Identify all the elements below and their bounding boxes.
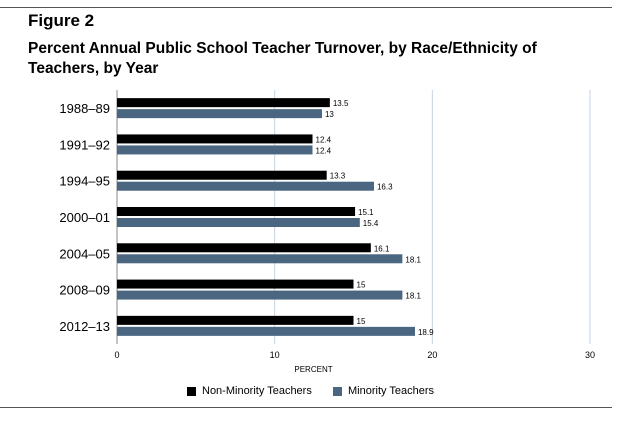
data-label-series0-4: 16.1 — [374, 244, 390, 253]
bar-series1-5 — [117, 290, 403, 300]
figure-label: Figure 2 — [28, 11, 95, 30]
data-label-series1-4: 18.1 — [405, 255, 421, 264]
data-label-series0-0: 13.5 — [333, 99, 349, 108]
legend-swatch-non-minority — [187, 386, 196, 396]
bar-series0-5 — [117, 279, 354, 289]
data-label-series1-6: 18.9 — [418, 328, 434, 337]
x-axis-label: PERCENT — [294, 365, 332, 374]
data-label-series0-3: 15.1 — [358, 208, 374, 217]
bar-series0-0 — [117, 98, 330, 108]
legend-item-minority: Minority Teachers — [333, 385, 434, 397]
category-label-1: 1991–92 — [59, 137, 110, 152]
legend-item-non-minority: Non-Minority Teachers — [187, 385, 312, 397]
category-label-4: 2004–05 — [59, 246, 110, 261]
bar-series0-2 — [117, 170, 327, 180]
bar-series0-6 — [117, 315, 354, 325]
data-label-series0-1: 12.4 — [316, 135, 332, 144]
bar-series1-0 — [117, 109, 322, 119]
x-tick-label-20: 20 — [427, 350, 437, 360]
x-tick-label-0: 0 — [114, 350, 119, 360]
data-label-series1-0: 13 — [325, 110, 334, 119]
category-label-6: 2012–13 — [59, 319, 110, 334]
data-label-series1-3: 15.4 — [363, 219, 379, 228]
data-label-series1-2: 16.3 — [377, 183, 393, 192]
category-label-5: 2008–09 — [59, 283, 110, 298]
bar-series1-4 — [117, 254, 403, 264]
legend-swatch-minority — [333, 386, 342, 396]
chart-title: Percent Annual Public School Teacher Tur… — [28, 40, 537, 77]
category-label-2: 1994–95 — [59, 174, 110, 189]
data-label-series1-5: 18.1 — [405, 292, 421, 301]
bar-series1-6 — [117, 326, 415, 336]
bar-series0-4 — [117, 243, 371, 253]
bar-series1-3 — [117, 218, 360, 227]
legend-label-minority: Minority Teachers — [348, 385, 434, 397]
bar-series1-2 — [117, 181, 374, 191]
x-tick-label-30: 30 — [585, 350, 595, 360]
data-label-series0-2: 13.3 — [330, 172, 346, 181]
top-rule — [0, 7, 612, 8]
x-tick-label-10: 10 — [270, 350, 280, 360]
bar-series0-1 — [117, 134, 313, 144]
data-label-series0-6: 15 — [357, 317, 366, 326]
data-label-series1-1: 12.4 — [316, 146, 332, 155]
bar-series1-1 — [117, 145, 313, 155]
data-label-series0-5: 15 — [357, 281, 366, 290]
category-label-0: 1988–89 — [59, 101, 110, 116]
category-label-3: 2000–01 — [59, 210, 110, 225]
bar-series0-3 — [117, 207, 356, 216]
legend-label-non-minority: Non-Minority Teachers — [202, 385, 312, 397]
bottom-rule — [0, 407, 612, 408]
